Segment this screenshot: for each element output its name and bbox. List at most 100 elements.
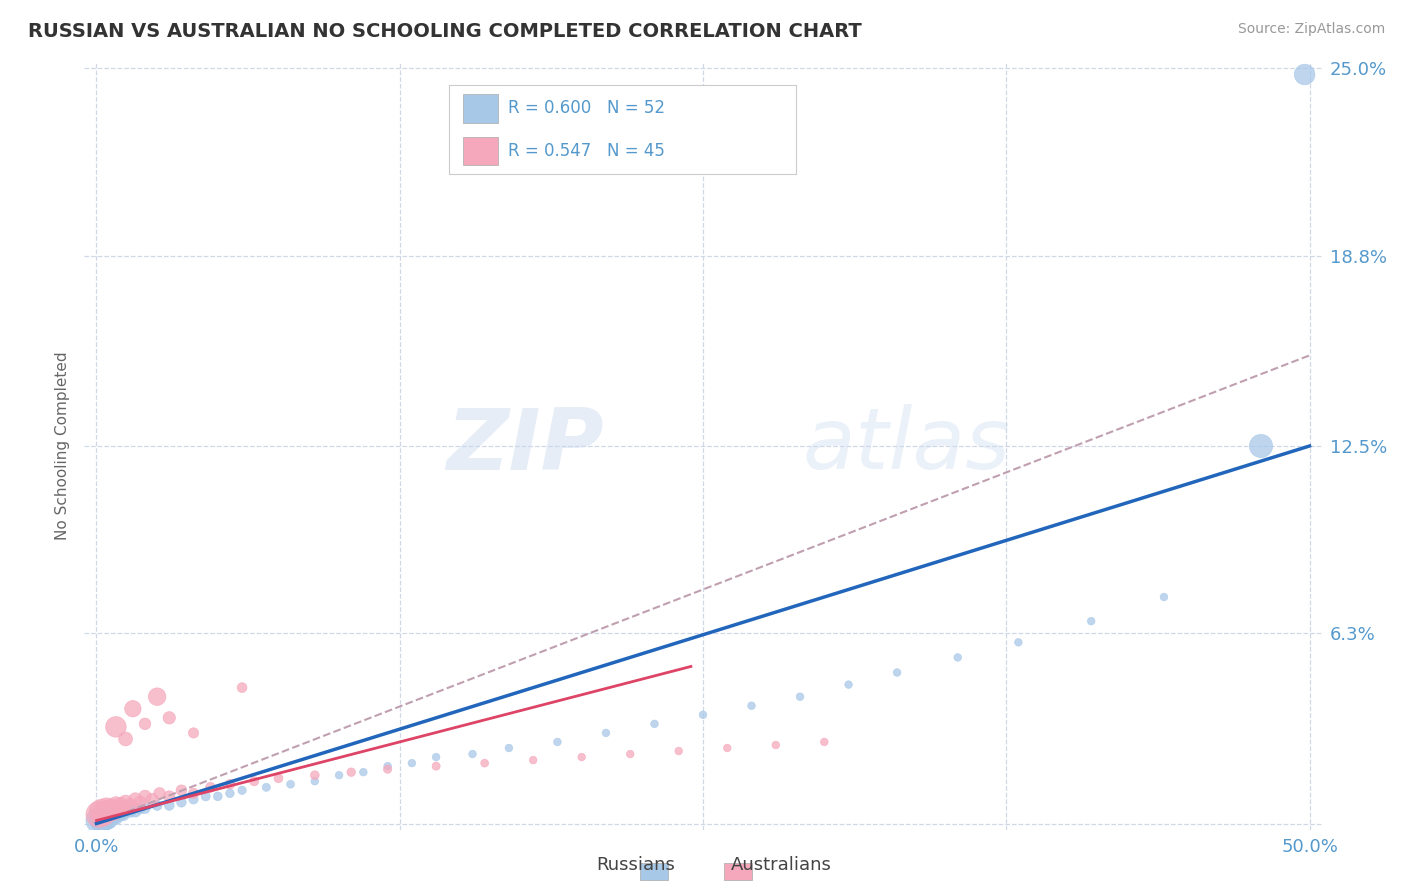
Text: Russians: Russians [596, 855, 675, 873]
Point [96, 814, 118, 828]
Point [129, 796, 152, 810]
Point [571, 750, 593, 764]
Point [141, 792, 163, 806]
Point [90, 814, 112, 828]
Point [183, 792, 205, 806]
Point [134, 789, 156, 804]
Point [103, 805, 125, 819]
Point [267, 771, 290, 785]
Point [114, 796, 136, 810]
Point [97, 807, 120, 822]
Point [97, 814, 120, 828]
Point [328, 768, 350, 782]
Point [813, 735, 835, 749]
Point [498, 741, 520, 756]
Point [170, 783, 193, 797]
Point [207, 789, 229, 804]
Point [104, 720, 127, 734]
Point [90, 810, 112, 824]
Point [200, 780, 222, 795]
Point [789, 690, 811, 704]
Point [401, 756, 423, 771]
Point [103, 810, 125, 824]
Point [146, 690, 169, 704]
Point [112, 801, 135, 815]
Point [461, 747, 484, 761]
Point [96, 810, 118, 824]
Point [668, 744, 690, 758]
Point [114, 731, 136, 746]
Point [107, 801, 129, 815]
Point [1007, 635, 1029, 649]
Text: atlas: atlas [801, 404, 1010, 488]
Point [340, 765, 363, 780]
Point [104, 810, 127, 824]
Point [114, 805, 136, 819]
Point [643, 716, 665, 731]
Point [280, 777, 302, 791]
Point [304, 768, 326, 782]
Text: Australians: Australians [731, 855, 832, 873]
Point [219, 786, 242, 800]
Point [104, 798, 127, 813]
Point [170, 796, 193, 810]
Point [120, 805, 142, 819]
Point [304, 774, 326, 789]
Point [946, 650, 969, 665]
Point [124, 792, 146, 806]
Point [157, 789, 180, 804]
Point [194, 789, 217, 804]
Point [134, 716, 156, 731]
Point [1153, 590, 1175, 604]
Point [716, 741, 738, 756]
Y-axis label: No Schooling Completed: No Schooling Completed [55, 351, 70, 541]
Point [100, 810, 122, 824]
Point [231, 783, 253, 797]
Point [87, 814, 110, 828]
Point [765, 738, 787, 752]
Text: ZIP: ZIP [446, 404, 605, 488]
Point [122, 702, 145, 716]
Point [546, 735, 568, 749]
Text: RUSSIAN VS AUSTRALIAN NO SCHOOLING COMPLETED CORRELATION CHART: RUSSIAN VS AUSTRALIAN NO SCHOOLING COMPL… [28, 22, 862, 41]
Point [352, 765, 374, 780]
Point [741, 698, 763, 713]
Point [1080, 614, 1102, 628]
Point [93, 814, 115, 828]
Point [124, 805, 146, 819]
Point [157, 798, 180, 813]
Point [100, 801, 122, 815]
Text: Source: ZipAtlas.com: Source: ZipAtlas.com [1237, 22, 1385, 37]
Point [96, 801, 118, 815]
Point [595, 726, 617, 740]
Point [183, 726, 205, 740]
Point [110, 807, 132, 822]
Point [1250, 439, 1272, 453]
Point [110, 798, 132, 813]
Point [1294, 68, 1316, 82]
Point [183, 786, 205, 800]
Point [474, 756, 496, 771]
Point [243, 774, 266, 789]
Point [522, 753, 544, 767]
Point [134, 801, 156, 815]
Point [377, 759, 399, 773]
Point [146, 798, 169, 813]
Point [120, 798, 142, 813]
Point [87, 807, 110, 822]
Point [231, 681, 253, 695]
Point [254, 780, 277, 795]
Point [886, 665, 908, 680]
Point [93, 807, 115, 822]
Point [425, 759, 447, 773]
Point [838, 677, 860, 691]
Point [112, 807, 135, 822]
Point [377, 762, 399, 776]
Point [93, 810, 115, 824]
Point [107, 807, 129, 822]
Point [619, 747, 641, 761]
Point [129, 801, 152, 815]
Point [90, 805, 112, 819]
Point [97, 805, 120, 819]
Point [219, 777, 242, 791]
